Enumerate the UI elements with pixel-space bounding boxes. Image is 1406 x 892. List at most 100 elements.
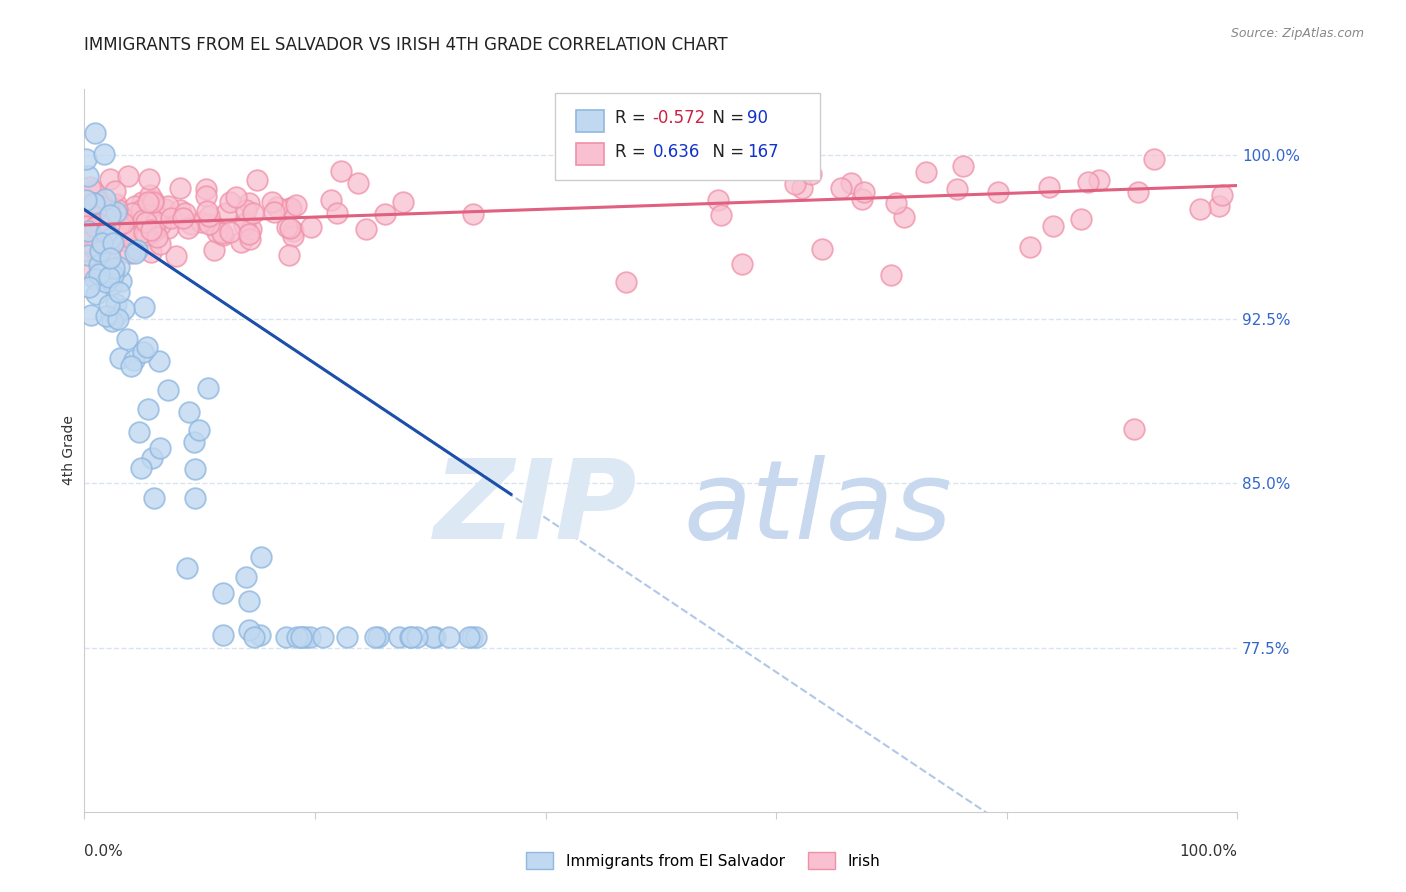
Point bbox=[98, 208, 121, 222]
Point bbox=[76, 169, 98, 184]
Point bbox=[110, 274, 132, 288]
Point bbox=[853, 185, 876, 199]
Point bbox=[120, 231, 142, 245]
Point bbox=[246, 173, 269, 187]
Point bbox=[205, 225, 228, 239]
Point bbox=[89, 267, 111, 281]
Point bbox=[142, 194, 165, 209]
Point bbox=[1211, 187, 1233, 202]
Point bbox=[464, 630, 486, 644]
Point bbox=[285, 197, 308, 211]
Point bbox=[104, 197, 127, 211]
Point bbox=[77, 280, 100, 294]
Point bbox=[124, 199, 146, 213]
Point bbox=[211, 586, 233, 600]
Point bbox=[987, 185, 1010, 199]
Point bbox=[83, 200, 105, 214]
Point bbox=[238, 594, 260, 608]
Point bbox=[84, 126, 107, 140]
Point bbox=[195, 182, 218, 196]
Point bbox=[194, 189, 217, 203]
Point bbox=[614, 275, 637, 289]
Point bbox=[811, 242, 834, 256]
Point bbox=[77, 224, 100, 238]
Point bbox=[180, 217, 202, 231]
Point bbox=[281, 224, 304, 238]
Point bbox=[125, 244, 148, 258]
Point bbox=[103, 268, 125, 282]
Text: ZIP: ZIP bbox=[434, 455, 638, 562]
Text: R =: R = bbox=[614, 143, 651, 161]
Point bbox=[96, 226, 118, 240]
Point bbox=[118, 246, 141, 260]
Point bbox=[212, 227, 235, 242]
Point bbox=[367, 630, 389, 644]
Point bbox=[124, 245, 146, 260]
Point bbox=[114, 223, 136, 237]
Point bbox=[239, 221, 262, 235]
Text: 100.0%: 100.0% bbox=[1180, 844, 1237, 859]
Point bbox=[212, 628, 235, 642]
Point bbox=[128, 425, 150, 440]
Point bbox=[406, 630, 429, 644]
Point bbox=[120, 359, 142, 374]
Point bbox=[90, 235, 112, 250]
Point bbox=[325, 206, 347, 220]
Point bbox=[952, 159, 974, 173]
Point bbox=[457, 630, 479, 644]
Point bbox=[238, 195, 260, 210]
Point bbox=[884, 195, 907, 210]
Point bbox=[138, 171, 160, 186]
Text: 0.636: 0.636 bbox=[652, 143, 700, 161]
Point bbox=[132, 225, 155, 239]
Point bbox=[250, 549, 273, 564]
Point bbox=[172, 211, 194, 226]
Point bbox=[190, 215, 212, 229]
Point bbox=[84, 212, 107, 227]
Point bbox=[98, 252, 121, 266]
Point bbox=[312, 630, 335, 644]
Point bbox=[112, 301, 135, 316]
Text: -0.572: -0.572 bbox=[652, 109, 706, 127]
Point bbox=[1018, 240, 1040, 254]
Point bbox=[399, 630, 422, 644]
Point bbox=[146, 230, 169, 244]
Point bbox=[276, 219, 298, 234]
Point bbox=[98, 218, 121, 232]
Point bbox=[121, 206, 143, 220]
Point bbox=[115, 332, 138, 346]
Point bbox=[108, 351, 131, 365]
Point bbox=[198, 210, 221, 224]
Point bbox=[98, 203, 121, 218]
Point bbox=[1042, 219, 1064, 234]
Point bbox=[75, 193, 97, 207]
Point bbox=[215, 206, 238, 220]
Text: Source: ZipAtlas.com: Source: ZipAtlas.com bbox=[1230, 27, 1364, 40]
Point bbox=[290, 630, 312, 644]
Point bbox=[299, 220, 322, 235]
Point bbox=[93, 147, 115, 161]
Point bbox=[1189, 202, 1212, 217]
Point bbox=[79, 200, 101, 214]
Point bbox=[110, 222, 132, 236]
Point bbox=[98, 298, 121, 312]
Text: N =: N = bbox=[703, 109, 749, 127]
Point bbox=[108, 218, 131, 232]
Point bbox=[278, 248, 301, 262]
Point bbox=[79, 235, 101, 249]
Point bbox=[266, 200, 288, 214]
Point bbox=[946, 182, 969, 196]
Point bbox=[96, 209, 118, 223]
Point bbox=[84, 242, 107, 256]
Point bbox=[893, 210, 915, 224]
Point bbox=[135, 227, 157, 242]
Point bbox=[184, 462, 207, 476]
Point bbox=[107, 260, 129, 275]
Point bbox=[319, 193, 342, 207]
Point bbox=[399, 630, 422, 644]
Point bbox=[177, 221, 200, 235]
Point bbox=[914, 165, 936, 179]
Point bbox=[132, 300, 155, 314]
Text: 90: 90 bbox=[748, 109, 768, 127]
Point bbox=[94, 192, 117, 206]
